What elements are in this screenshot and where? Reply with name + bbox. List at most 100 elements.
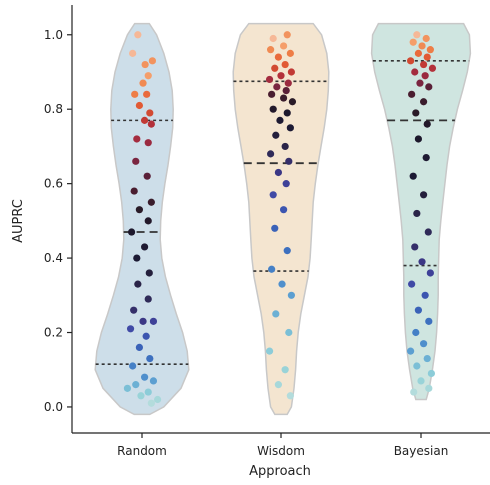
y-tick-label: 0.6 — [44, 177, 63, 191]
data-point-random — [141, 243, 149, 251]
data-point-random — [134, 280, 142, 288]
data-point-wisdom — [276, 116, 284, 124]
data-point-random — [141, 116, 149, 124]
data-point-bayesian — [411, 243, 419, 251]
data-point-bayesian — [408, 90, 416, 98]
x-tick-label-random: Random — [117, 444, 167, 458]
violin-random — [94, 22, 190, 416]
axes: 0.0 0.2 0.4 0.6 0.8 1.0 Random Wisdom Bayesian — [44, 5, 490, 458]
data-point-wisdom — [281, 60, 289, 69]
data-point-wisdom — [269, 105, 277, 113]
data-point-wisdom — [274, 381, 282, 389]
data-point-random — [144, 139, 152, 147]
data-point-wisdom — [280, 206, 288, 214]
data-point-bayesian — [413, 362, 421, 370]
data-points — [123, 31, 437, 407]
data-point-random — [132, 157, 140, 165]
y-axis-label: AUPRC — [11, 199, 26, 243]
data-point-bayesian — [407, 57, 415, 65]
data-point-wisdom — [286, 392, 294, 400]
data-point-wisdom — [272, 310, 280, 318]
data-point-bayesian — [409, 38, 417, 46]
data-point-random — [147, 120, 155, 128]
data-point-random — [137, 392, 145, 400]
data-point-bayesian — [414, 49, 422, 57]
data-point-bayesian — [426, 269, 434, 277]
data-point-bayesian — [411, 68, 419, 76]
data-point-wisdom — [280, 42, 288, 50]
data-point-bayesian — [412, 109, 420, 117]
data-point-random — [141, 373, 149, 381]
data-point-bayesian — [418, 42, 426, 50]
data-point-bayesian — [425, 317, 433, 325]
data-point-random — [135, 101, 143, 110]
data-point-random — [141, 60, 149, 69]
data-point-random — [134, 31, 142, 39]
data-point-wisdom — [267, 46, 275, 54]
data-point-random — [148, 57, 156, 65]
data-point-wisdom — [269, 191, 277, 199]
data-point-random — [129, 362, 137, 370]
data-point-random — [142, 332, 150, 340]
data-point-wisdom — [267, 150, 275, 158]
data-point-wisdom — [269, 34, 277, 43]
data-point-bayesian — [422, 153, 430, 162]
data-point-bayesian — [423, 120, 431, 128]
data-point-wisdom — [273, 83, 281, 91]
data-point-random — [128, 228, 136, 236]
data-point-bayesian — [417, 377, 425, 385]
data-point-wisdom — [286, 124, 294, 132]
data-point-wisdom — [271, 224, 279, 232]
data-point-bayesian — [421, 291, 429, 299]
data-point-bayesian — [412, 328, 420, 337]
data-point-wisdom — [283, 31, 291, 39]
data-point-wisdom — [285, 157, 293, 165]
data-point-wisdom — [287, 68, 295, 76]
data-point-wisdom — [282, 180, 290, 188]
data-point-wisdom — [281, 366, 289, 374]
data-point-random — [129, 49, 137, 57]
y-tick-label: 1.0 — [44, 28, 63, 42]
data-point-random — [135, 343, 143, 351]
data-point-wisdom — [288, 98, 297, 106]
y-tick-label: 0.4 — [44, 251, 63, 265]
data-point-bayesian — [407, 347, 415, 355]
data-point-random — [143, 90, 151, 98]
data-point-random — [144, 388, 152, 396]
data-point-random — [139, 79, 147, 87]
data-point-bayesian — [428, 64, 437, 72]
data-point-random — [144, 295, 152, 303]
data-point-bayesian — [409, 172, 417, 180]
data-point-bayesian — [420, 60, 428, 69]
data-point-random — [144, 72, 152, 80]
data-point-random — [133, 254, 141, 262]
data-point-wisdom — [272, 131, 280, 139]
data-point-random — [149, 377, 158, 385]
data-point-bayesian — [413, 209, 421, 218]
data-point-random — [139, 317, 147, 325]
violins — [94, 22, 472, 416]
violin-wisdom — [232, 22, 330, 416]
data-point-bayesian — [426, 46, 434, 54]
data-point-wisdom — [287, 291, 295, 299]
data-point-random — [143, 172, 151, 180]
x-axis-label: Approach — [249, 464, 311, 479]
data-point-wisdom — [282, 87, 290, 95]
data-point-wisdom — [274, 168, 282, 177]
x-tick-label-wisdom: Wisdom — [257, 444, 305, 458]
data-point-bayesian — [425, 83, 433, 91]
data-point-random — [133, 135, 141, 143]
data-point-bayesian — [427, 369, 435, 378]
data-point-bayesian — [420, 191, 428, 199]
data-point-wisdom — [281, 142, 289, 151]
data-point-random — [147, 399, 155, 407]
data-point-bayesian — [422, 34, 430, 43]
data-point-random — [126, 325, 135, 333]
data-point-random — [146, 354, 154, 363]
data-point-wisdom — [286, 49, 294, 57]
data-point-wisdom — [268, 265, 276, 273]
data-point-bayesian — [410, 388, 418, 396]
data-point-bayesian — [416, 79, 424, 87]
data-point-bayesian — [425, 384, 433, 392]
